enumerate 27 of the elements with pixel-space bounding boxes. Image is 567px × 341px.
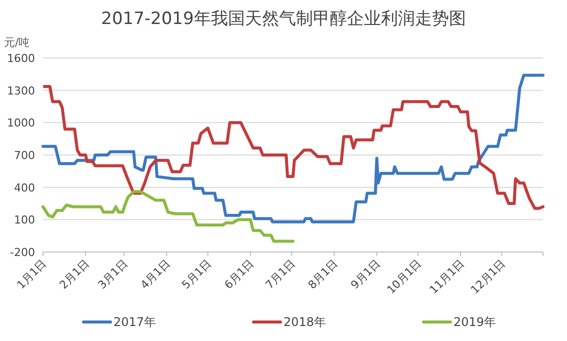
chart-title: 2017-2019年我国天然气制甲醇企业利润走势图 — [101, 9, 466, 29]
x-tick-label: 3月1日 — [96, 256, 130, 292]
y-tick-label: 1600 — [7, 52, 35, 65]
line-series — [42, 85, 544, 210]
x-tick-label: 1月1日 — [14, 256, 50, 292]
x-tick-label: 9月1日 — [348, 256, 383, 292]
x-tick-label: 7月1日 — [263, 256, 298, 292]
y-axis-title: 元/吨 — [4, 36, 30, 49]
line-series — [42, 190, 294, 243]
y-tick-label: 700 — [14, 149, 35, 162]
x-tick-label: 5月1日 — [179, 256, 214, 292]
legend-label: 2019年 — [454, 315, 496, 329]
x-tick-label: 12月1日 — [468, 256, 508, 297]
y-tick-label: 1000 — [7, 116, 35, 130]
x-tick-label: 8月1日 — [306, 256, 340, 292]
y-tick-label: 400 — [14, 181, 35, 194]
x-tick-label: 6月1日 — [222, 256, 257, 292]
line-series — [42, 74, 544, 224]
y-tick-label: 100 — [14, 214, 35, 227]
x-tick-label: 11月1日 — [427, 256, 467, 297]
x-tick-label: 4月1日 — [138, 256, 173, 292]
legend-label: 2017年 — [114, 315, 156, 329]
y-tick-label: -200 — [10, 246, 35, 259]
x-tick-label: 10月1日 — [384, 256, 424, 297]
legend-label: 2018年 — [284, 315, 326, 329]
y-tick-label: 1300 — [7, 84, 35, 98]
x-tick-label: 2月1日 — [57, 256, 92, 292]
